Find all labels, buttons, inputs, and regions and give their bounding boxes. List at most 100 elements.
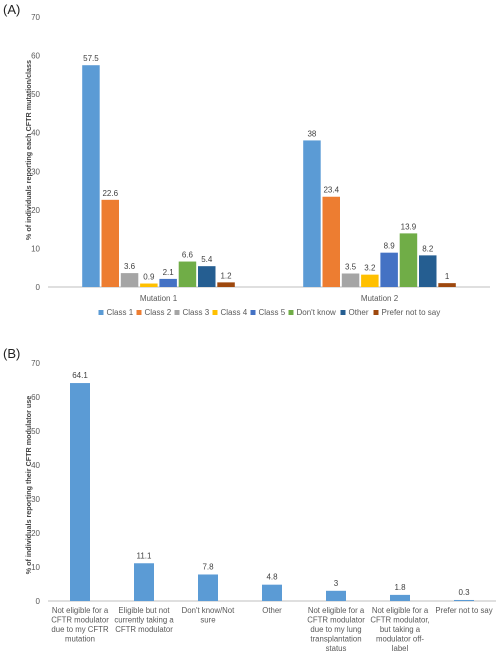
chart-a-data-label: 5.4 <box>201 255 213 264</box>
chart-a-y-tick-label: 70 <box>31 13 40 22</box>
chart-a-data-label: 8.2 <box>422 244 434 253</box>
chart-b-category-label-line: modulator off- <box>376 635 424 644</box>
chart-b-category-label-line: but taking a <box>380 625 421 634</box>
chart-a-data-label: 3.6 <box>124 262 136 271</box>
chart-b-category-label-line: sure <box>200 616 215 625</box>
chart-b-y-tick-label: 30 <box>31 495 40 504</box>
panel-a-y-axis-title: % of individuals reporting each CFTR mut… <box>24 60 33 240</box>
chart-a-legend-swatch <box>136 310 142 315</box>
chart-a-bar <box>101 199 119 287</box>
chart-b-category-label: Not eligible for a CFTR modulator due to m… <box>51 606 109 644</box>
chart-a-bar <box>159 278 177 287</box>
chart-a-y-tick-label: 30 <box>31 167 40 176</box>
chart-b-category-label-line: label <box>392 644 409 653</box>
chart-b-category-label-line: CFTR modulator <box>307 616 365 625</box>
chart-a-legend-swatch <box>373 310 379 315</box>
chart-a: 0 10 20 30 40 50 60 70 57.5 22.6 3.6 0.9 2.1 6.6 5.4 1.… <box>31 13 490 317</box>
chart-a-y-tick-label: 60 <box>31 52 40 61</box>
chart-b-category-label: Not eligible for a CFTR modulator due to m… <box>307 606 365 653</box>
chart-b-bar <box>70 383 90 601</box>
chart-a-legend-label: Class 5 <box>259 308 286 317</box>
chart-a-data-label: 38 <box>307 129 316 138</box>
chart-b-category-label-line: CFTR modulator, <box>370 616 429 625</box>
chart-b-bar <box>262 584 282 601</box>
chart-a-data-label: 0.9 <box>143 273 155 282</box>
chart-a-y-tick-label: 40 <box>31 129 40 138</box>
chart-b-category-label-line: Not eligible for a <box>52 606 109 615</box>
chart-a-data-label: 1 <box>445 272 450 281</box>
chart-a-category-label: Mutation 2 <box>361 294 399 303</box>
chart-b-y-tick-label: 60 <box>31 393 40 402</box>
chart-b-category-label-line: Don't know/Not <box>182 606 235 615</box>
panel-a-label: (A) <box>3 2 20 17</box>
chart-b-category-label-line: due to my CFTR <box>51 625 109 634</box>
chart-a-legend-swatch <box>212 310 218 315</box>
chart-b-bar <box>134 563 154 601</box>
chart-a-bar <box>178 261 197 287</box>
chart-a-category-label: Mutation 1 <box>140 294 178 303</box>
chart-b-bar <box>326 590 346 601</box>
chart-a-legend-label: Don't know <box>297 308 337 317</box>
chart-b-category-label: Don't know/Not sure <box>182 606 235 625</box>
chart-b-category-label-line: status <box>326 644 347 653</box>
chart-b-category-label-line: Not eligible for a <box>308 606 365 615</box>
chart-a-bar <box>361 274 379 287</box>
chart-a-data-label: 2.1 <box>163 268 175 277</box>
chart-b-data-label: 11.1 <box>137 551 153 560</box>
chart-b-data-label: 3 <box>334 579 339 588</box>
chart-a-bar <box>140 283 158 287</box>
chart-b-y-tick-label: 10 <box>31 563 40 572</box>
chart-a-data-label: 23.4 <box>323 186 339 195</box>
chart-a-bar <box>419 255 437 287</box>
chart-a-y-tick-label: 10 <box>31 244 40 253</box>
chart-a-data-label: 13.9 <box>401 222 417 231</box>
chart-b-y-tick-label: 40 <box>31 461 40 470</box>
chart-b-category-label: Other <box>262 606 282 615</box>
chart-a-data-label: 6.6 <box>182 251 194 260</box>
chart-b-category-label-line: due to my lung <box>310 625 361 634</box>
chart-b-category-label-line: Eligible but not <box>118 606 170 615</box>
chart-b-category-label-line: Prefer not to say <box>435 606 492 615</box>
chart-a-legend-label: Prefer not to say <box>382 308 441 317</box>
chart-b-y-tick-label: 50 <box>31 427 40 436</box>
chart-a-bar <box>322 196 340 287</box>
chart-a-y-tick-label: 0 <box>36 283 41 292</box>
chart-a-legend-label: Class 3 <box>183 308 210 317</box>
chart-a-bar <box>82 65 100 287</box>
chart-a-legend-swatch <box>98 310 104 315</box>
chart-a-data-label: 8.9 <box>384 242 396 251</box>
chart-a-y-tick-label: 20 <box>31 206 40 215</box>
chart-b-category-label-line: currently taking a <box>114 616 174 625</box>
chart-a-bar <box>380 252 398 287</box>
chart-a-legend-label: Other <box>349 308 369 317</box>
chart-a-bar <box>303 140 321 287</box>
chart-a-data-label: 22.6 <box>102 189 118 198</box>
chart-b-bar <box>390 594 410 601</box>
chart-b-category-label: Prefer not to say <box>435 606 492 615</box>
chart-b-bar <box>454 599 474 601</box>
chart-b-category-label: Eligible but not currently taking a CFTR m… <box>114 606 174 634</box>
chart-a-legend-swatch <box>288 310 294 315</box>
chart-b-data-label: 7.8 <box>202 562 214 571</box>
chart-a-data-label: 3.2 <box>364 264 376 273</box>
chart-b-category-label-line: mutation <box>65 635 95 644</box>
chart-b-data-label: 1.8 <box>394 583 406 592</box>
chart-a-data-label: 1.2 <box>220 271 232 280</box>
chart-a-legend-swatch <box>174 310 180 315</box>
chart-b-data-label: 0.3 <box>458 588 470 597</box>
chart-b-data-label: 64.1 <box>72 371 88 380</box>
chart-a-legend-label: Class 1 <box>107 308 134 317</box>
chart-a-legend-swatch <box>250 310 256 315</box>
chart-b-category-label-line: Other <box>262 606 282 615</box>
chart-a-y-tick-label: 50 <box>31 90 40 99</box>
chart-a-bar <box>198 266 216 287</box>
chart-b-category-label-line: CFTR modulator <box>115 625 173 634</box>
chart-a-bar <box>438 283 456 287</box>
chart-b-y-tick-label: 20 <box>31 529 40 538</box>
chart-a-bar <box>217 282 235 287</box>
chart-b-y-tick-label: 0 <box>36 597 41 606</box>
panel-b-y-axis-title: % of individuals reporting their CFTR mo… <box>24 396 33 575</box>
chart-b-bar <box>198 574 218 601</box>
